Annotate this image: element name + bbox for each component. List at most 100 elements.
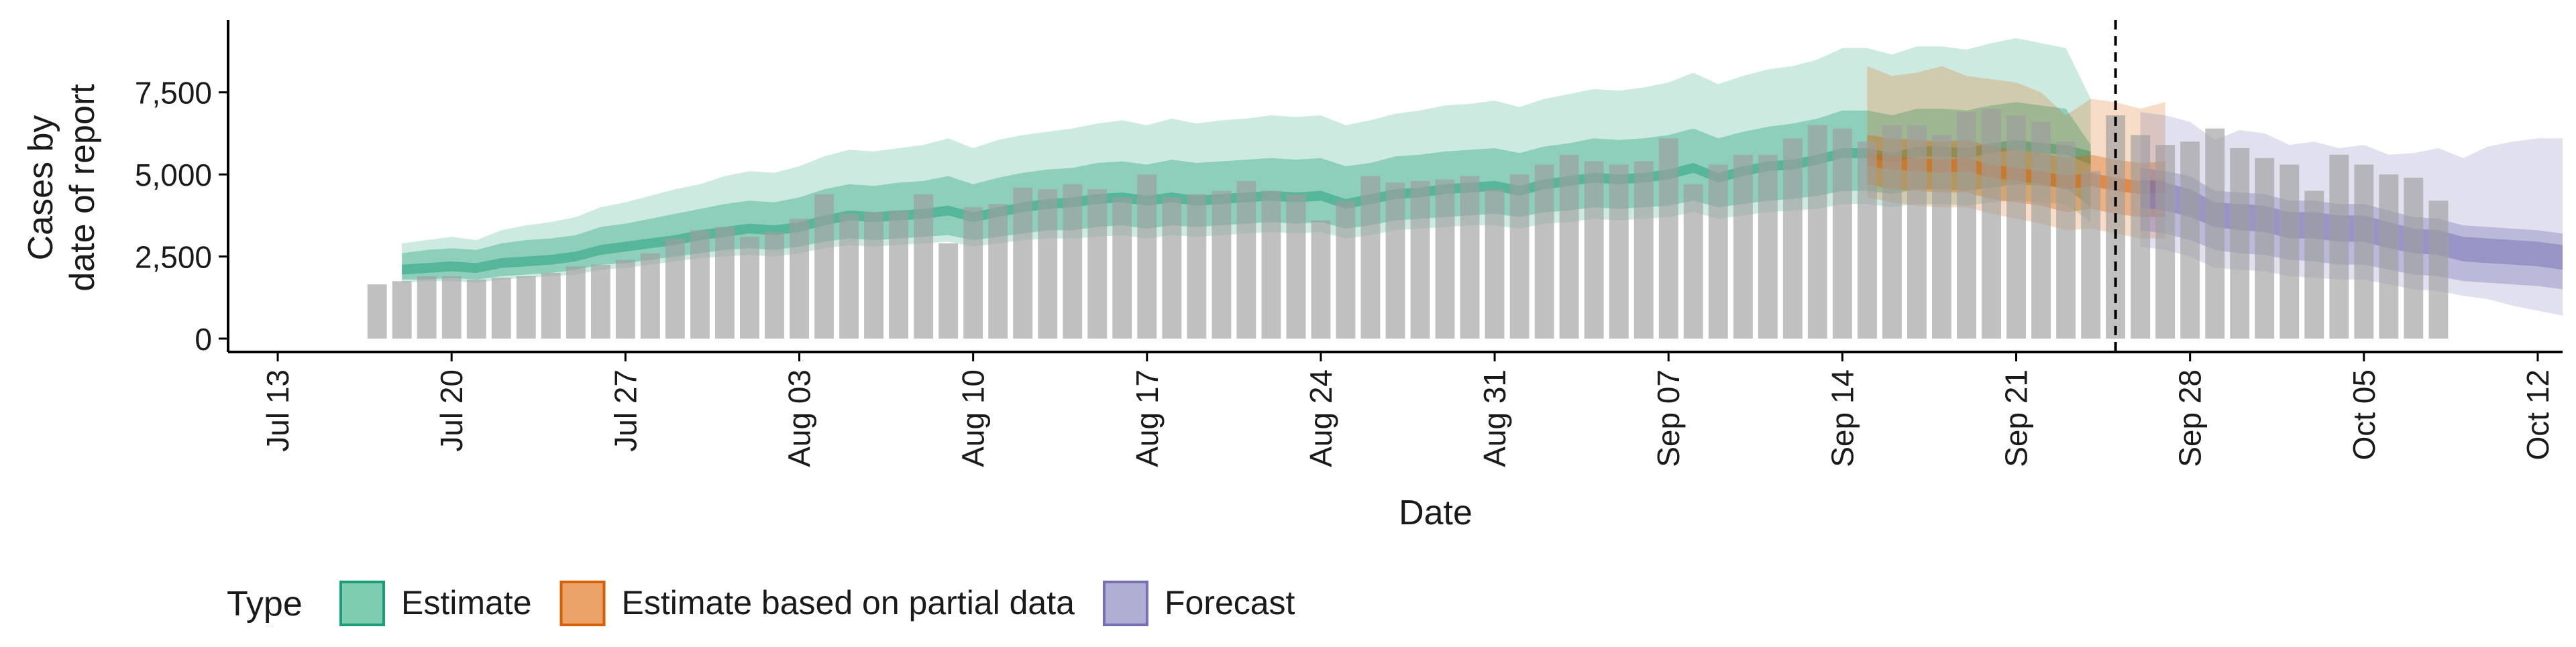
x-tick-label: Sep 14	[1825, 369, 1860, 467]
reported-cases-bar	[516, 276, 536, 339]
y-tick-label: 5,000	[135, 158, 212, 192]
reported-cases-bar	[1162, 197, 1182, 339]
reported-cases-bars	[367, 109, 2449, 339]
reported-cases-bar	[938, 243, 959, 339]
reported-cases-bar	[1708, 164, 1728, 339]
reported-cases-bar	[1485, 189, 1505, 339]
x-tick-label: Sep 21	[1999, 369, 2034, 467]
reported-cases-bar	[2354, 164, 2374, 339]
reported-cases-bar	[2006, 115, 2026, 339]
reported-cases-bar	[1858, 141, 1877, 339]
reported-cases-bar	[1957, 112, 1976, 339]
reported-cases-bar	[2404, 178, 2424, 339]
reported-cases-bar	[2279, 164, 2300, 339]
reported-cases-bar	[1286, 194, 1306, 339]
legend-key-0	[339, 581, 385, 626]
x-tick-label: Sep 28	[2173, 369, 2208, 467]
y-axis-label-line-2: date of report	[63, 84, 102, 292]
reported-cases-bar	[814, 194, 834, 339]
reported-cases-bar	[790, 219, 809, 339]
reported-cases-bar	[441, 276, 462, 339]
y-tick-label: 7,500	[135, 76, 212, 111]
reported-cases-bar	[1038, 189, 1058, 339]
legend-label-2: Forecast	[1165, 584, 1295, 622]
reported-cases-bar	[491, 278, 511, 339]
reported-cases-bar	[1410, 180, 1430, 339]
reported-cases-bar	[1137, 174, 1157, 339]
reported-cases-bar	[1882, 125, 1902, 339]
reported-cases-bar	[640, 253, 660, 339]
x-tick-label: Jul 13	[260, 369, 295, 452]
reported-cases-bar	[2155, 145, 2176, 339]
reported-cases-bar	[2379, 174, 2399, 339]
reported-cases-bar	[2180, 141, 2200, 339]
reported-cases-bar	[1758, 154, 1778, 339]
reported-cases-bar	[1063, 184, 1083, 339]
reported-cases-bar	[466, 279, 486, 339]
reported-cases-bar	[392, 281, 412, 339]
reported-cases-bar	[566, 266, 586, 339]
reported-cases-bar	[740, 237, 759, 339]
reported-cases-bar	[988, 204, 1008, 339]
reported-cases-bar	[765, 231, 784, 339]
legend-title: Type	[227, 585, 303, 624]
reported-cases-bar	[1087, 189, 1108, 339]
reported-cases-bar	[2329, 154, 2349, 339]
reported-cases-bar	[1509, 174, 1529, 339]
reported-cases-bar	[2205, 128, 2225, 339]
reported-cases-bar	[963, 207, 983, 339]
reported-cases-bar	[1907, 125, 1927, 339]
reported-cases-bar	[1633, 161, 1654, 339]
reported-cases-bar	[1212, 190, 1232, 339]
reported-cases-bar	[1609, 164, 1629, 339]
reported-cases-bar	[864, 212, 883, 339]
x-axis-label: Date	[1399, 493, 1472, 532]
reported-cases-bar	[1336, 200, 1356, 339]
reported-cases-bar	[2081, 171, 2101, 339]
reported-cases-bar	[1683, 184, 1703, 339]
reported-cases-bar	[590, 264, 610, 339]
x-tick-label: Oct 05	[2347, 369, 2381, 461]
x-tick-label: Aug 31	[1477, 369, 1512, 467]
reported-cases-bar	[1658, 138, 1678, 339]
reported-cases-bar	[1261, 190, 1281, 339]
series-2-band-50	[2140, 179, 2563, 270]
reported-cases-bar	[1733, 154, 1753, 339]
reported-cases-bar	[914, 194, 934, 339]
reported-cases-bar	[1236, 180, 1256, 339]
reported-cases-bar	[2131, 135, 2151, 339]
reported-cases-bar	[2056, 141, 2076, 339]
reported-cases-bar	[715, 227, 735, 339]
reported-cases-bar	[1311, 220, 1331, 339]
y-axis-label: Cases by date of report	[21, 84, 102, 292]
reported-cases-bar	[2304, 190, 2324, 339]
reported-cases-bar	[1385, 182, 1405, 339]
x-tick-label: Oct 12	[2520, 369, 2555, 461]
y-tick-label: 2,500	[135, 240, 212, 275]
axes-layer: 0 2,500 5,000 7,500 Jul 13 Jul 20 Jul 27 Aug 03…	[135, 20, 2563, 467]
reported-cases-bar	[1932, 135, 1951, 339]
legend-key-2	[1102, 581, 1148, 626]
y-tick-label: 0	[195, 322, 212, 357]
x-tick-label: Aug 24	[1303, 369, 1338, 467]
reported-cases-bar	[1013, 187, 1033, 339]
x-tick-label: Jul 27	[608, 369, 643, 452]
reported-cases-bar	[367, 284, 387, 339]
reported-cases-bar	[1832, 128, 1852, 339]
reported-cases-bar	[839, 213, 859, 339]
reported-cases-bar	[1559, 154, 1579, 339]
reported-cases-bar	[2428, 200, 2449, 339]
reported-cases-bar	[665, 238, 685, 339]
legend-key-1	[559, 581, 606, 626]
y-axis-label-line-1: Cases by	[21, 115, 60, 261]
reported-cases-bar	[417, 276, 437, 339]
reported-cases-bar	[1360, 176, 1381, 339]
x-tick-label: Aug 17	[1130, 369, 1165, 467]
reported-cases-bar	[1435, 179, 1455, 339]
reported-cases-bar	[1187, 194, 1207, 339]
x-tick-label: Aug 10	[956, 369, 991, 467]
reported-cases-bar	[541, 273, 561, 339]
reported-cases-bar	[1807, 125, 1827, 339]
